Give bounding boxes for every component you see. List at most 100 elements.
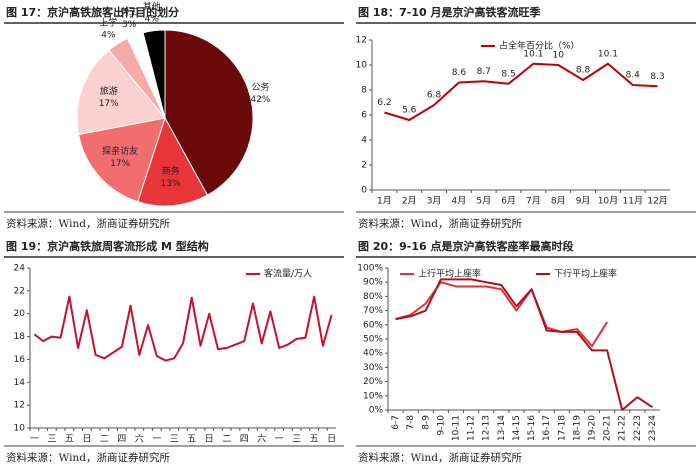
data-label: 6.2 [377,98,391,108]
y-tick-label: 18 [14,332,26,342]
x-tick-label: 15-16 [527,415,537,441]
y-tick-label: 90% [363,278,383,288]
x-tick-label: 二 [222,435,231,445]
legend-label: 占全年百分比（%） [499,40,580,52]
y-tick-label: 20% [363,377,383,387]
x-tick-label: 3月 [427,196,442,207]
source-note: 资料来源：Wind，浙商证券研究所 [358,451,522,464]
legend-label: 下行平均上座率 [554,268,617,280]
y-tick-label: 0 [361,186,367,196]
x-tick-label: 五 [187,435,196,445]
y-tick-label: 10% [363,391,383,401]
slice-value: 4% [145,15,160,25]
y-tick-label: 60% [363,320,383,330]
slice-value: 17% [110,159,130,169]
series-line [395,278,653,411]
slice-label: 其他 [143,1,161,13]
x-tick-label: 2月 [402,196,417,207]
series-line [395,281,608,348]
x-tick-label: 8月 [551,196,566,207]
chart-title: 图 18：7-10 月是京沪高铁客流旺季 [358,5,541,19]
slice-label: 旅游 [100,85,118,97]
x-tick-label: 四 [117,435,126,445]
x-tick-label: 日 [82,434,91,445]
x-tick-label: 四 [240,435,249,445]
x-tick-label: 23-24 [648,415,658,441]
x-tick-label: 日 [205,434,214,445]
data-label: 10.1 [598,49,618,59]
x-tick-label: 6月 [501,196,516,207]
x-tick-label: 20-21 [603,415,613,441]
pie-slice [137,116,209,207]
y-tick-label: 2 [361,161,367,171]
slice-label: 公务 [251,81,269,93]
y-tick-label: 0% [369,406,384,416]
data-label: 8.8 [576,66,591,76]
y-tick-label: 10 [14,424,26,434]
chart-title: 图 17：京沪高铁旅客出行目的划分 [6,5,179,19]
data-label: 10 [553,51,565,61]
x-tick-label: 三 [170,435,179,445]
data-label: 5.6 [402,106,417,116]
x-tick-label: 17-18 [557,415,567,441]
y-tick-label: 12 [356,36,367,46]
slice-value: 13% [161,179,181,189]
source-note: 资料来源：Wind，浙商证券研究所 [6,451,170,464]
y-tick-label: 6 [361,111,367,121]
x-tick-label: 一 [152,435,161,445]
x-tick-label: 14-15 [512,415,522,441]
x-tick-label: 9-10 [436,415,446,436]
x-tick-label: 日 [327,434,336,445]
x-tick-label: 10月 [598,196,618,207]
series-line [33,295,333,362]
data-label: 10.1 [523,49,543,59]
slice-label: 上学 [99,16,117,28]
x-tick-label: 21-22 [618,415,628,441]
legend-label: 客流量/万人 [264,268,312,280]
x-tick-label: 二 [100,435,109,445]
slice-value: 17% [99,99,119,109]
y-tick-label: 4 [361,136,367,146]
x-tick-label: 7月 [526,196,541,207]
y-tick-label: 24 [14,264,26,274]
x-tick-label: 6-7 [391,415,401,430]
y-tick-label: 50% [363,335,383,345]
pie-slice [164,29,254,196]
x-tick-label: 三 [47,435,56,445]
x-tick-label: 13-14 [497,415,507,441]
x-tick-label: 5月 [476,196,491,207]
y-tick-label: 16 [14,355,26,365]
x-tick-label: 五 [65,435,74,445]
x-tick-label: 12-13 [482,415,492,441]
y-tick-label: 80% [363,292,383,302]
data-label: 8.6 [452,68,467,78]
y-tick-label: 14 [14,378,26,388]
x-tick-label: 7-8 [406,415,416,430]
pie-slice [77,117,166,203]
data-label: 6.8 [427,91,442,101]
chart-title: 图 20：9-16 点是京沪高铁客座率最高时段 [358,239,574,253]
pie-slice [142,29,166,119]
legend-label: 上行平均上座率 [418,268,481,280]
y-tick-label: 40% [363,349,383,359]
pie-slice [76,49,166,136]
slice-label: 探亲访友 [102,145,138,157]
slice-label: 务工 [120,6,138,18]
x-tick-label: 六 [257,433,266,445]
y-tick-label: 100% [357,264,383,274]
x-tick-label: 1月 [377,196,392,207]
x-tick-label: 11-12 [467,415,477,441]
y-tick-label: 20 [14,309,26,319]
source-note: 资料来源：Wind，浙商证券研究所 [358,217,522,230]
slice-value: 42% [250,95,270,105]
y-tick-label: 8 [361,86,367,96]
data-label: 8.3 [650,72,664,82]
chart-title: 图 19：京沪高铁旅周客流形成 M 型结构 [6,239,209,253]
data-label: 8.5 [501,69,515,79]
x-tick-label: 六 [135,433,144,445]
y-tick-label: 70% [363,306,383,316]
y-tick-label: 12 [14,401,25,411]
x-tick-label: 16-17 [542,415,552,441]
x-tick-label: 9月 [576,196,591,207]
